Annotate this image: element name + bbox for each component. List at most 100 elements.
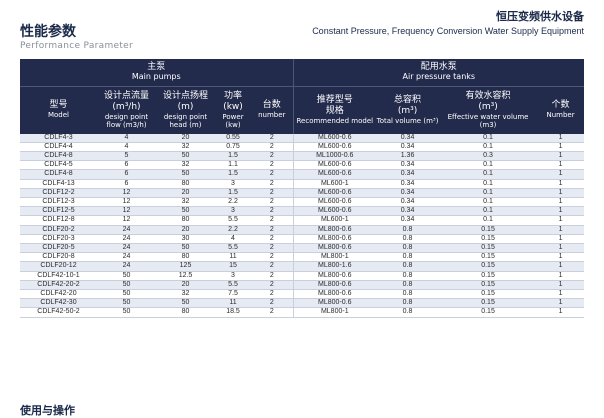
table-cell: 5 xyxy=(97,151,156,162)
table-cell: 12 xyxy=(97,197,156,208)
table-cell: CDLF4-13 xyxy=(20,179,97,189)
table-cell: ML800-1 xyxy=(293,252,377,263)
table-cell: 1 xyxy=(537,142,585,152)
table-row: CDLF4-13 6 80 3 2 ML600-1 0.34 0.1 1 xyxy=(20,179,585,189)
table-cell: 0.15 xyxy=(439,252,538,263)
table-cell: 50 xyxy=(156,243,215,254)
column-header: 型号 Model xyxy=(20,85,97,134)
table-cell: 2 xyxy=(251,206,294,217)
table-cell: 0.8 xyxy=(376,243,440,254)
group-header-air-tanks: 配用水泵 Air pressure tanks xyxy=(293,59,585,86)
table-cell: 0.15 xyxy=(439,307,538,318)
table-cell: CDLF42-10-1 xyxy=(20,271,97,281)
table-cell: 3 xyxy=(215,179,251,189)
table-cell: 2.2 xyxy=(215,197,251,208)
table-cell: 24 xyxy=(97,243,156,254)
table-cell: ML800-0.6 xyxy=(293,271,377,281)
table-cell: 20 xyxy=(156,225,215,235)
table-cell: 1 xyxy=(537,252,585,263)
table-cell: CDLF12-5 xyxy=(20,206,97,217)
table-cell: 0.34 xyxy=(376,197,440,208)
table-cell: 20 xyxy=(156,188,215,198)
table-cell: 1.5 xyxy=(215,169,251,180)
table-row: CDLF4-8 6 50 1.5 2 ML600-0.6 0.34 0.1 1 xyxy=(20,169,585,180)
table-cell: 0.34 xyxy=(376,179,440,189)
table-cell: 1 xyxy=(537,289,585,300)
table-cell: 1 xyxy=(537,160,585,171)
table-cell: ML800-0.6 xyxy=(293,225,377,235)
table-cell: 0.34 xyxy=(376,206,440,217)
performance-table: 主泵 Main pumps 配用水泵 Air pressure tanks 型号… xyxy=(20,59,585,318)
table-cell: 1 xyxy=(537,298,585,309)
table-cell: 0.34 xyxy=(376,142,440,152)
table-cell: 5.5 xyxy=(215,243,251,254)
table-cell: 2 xyxy=(251,188,294,198)
table-cell: 24 xyxy=(97,225,156,235)
table-cell: 32 xyxy=(156,289,215,300)
table-cell: 1 xyxy=(537,225,585,235)
table-cell: CDLF4-5 xyxy=(20,160,97,171)
table-cell: ML1000-0.6 xyxy=(293,151,377,162)
table-cell: 2 xyxy=(251,280,294,290)
table-cell: 24 xyxy=(97,234,156,244)
table-cell: 0.8 xyxy=(376,234,440,244)
table-cell: 80 xyxy=(156,252,215,263)
table-cell: 1 xyxy=(537,234,585,244)
table-cell: 11 xyxy=(215,252,251,263)
table-cell: 50 xyxy=(97,280,156,290)
table-cell: 0.15 xyxy=(439,234,538,244)
table-cell: 0.75 xyxy=(215,142,251,152)
table-cell: 20 xyxy=(156,133,215,143)
table-row: CDLF12-8 12 80 5.5 2 ML600-1 0.34 0.1 1 xyxy=(20,215,585,226)
table-cell: 0.15 xyxy=(439,261,538,272)
table-cell: 0.34 xyxy=(376,133,440,143)
table-cell: 50 xyxy=(156,169,215,180)
table-cell: 6 xyxy=(97,160,156,171)
column-header: 功率 (kw) Power (kw) xyxy=(215,85,251,134)
table-cell: 18.5 xyxy=(215,307,251,318)
table-cell: CDLF4-8 xyxy=(20,169,97,180)
table-cell: 0.55 xyxy=(215,133,251,143)
table-cell: 0.8 xyxy=(376,261,440,272)
table-cell: CDLF12-2 xyxy=(20,188,97,198)
table-cell: 50 xyxy=(156,298,215,309)
table-cell: 15 xyxy=(215,261,251,272)
table-cell: 12 xyxy=(97,206,156,217)
table-cell: 80 xyxy=(156,179,215,189)
table-cell: CDLF20-12 xyxy=(20,261,97,272)
table-cell: 0.15 xyxy=(439,289,538,300)
column-header: 设计点扬程 (m) design point head (m) xyxy=(156,85,215,134)
table-cell: 2 xyxy=(251,169,294,180)
table-cell: 80 xyxy=(156,307,215,318)
table-cell: 0.8 xyxy=(376,280,440,290)
page-title: 性能参数 xyxy=(20,24,76,40)
table-cell: 1.36 xyxy=(376,151,440,162)
table-cell: 0.1 xyxy=(439,188,538,198)
table-row: CDLF4-3 4 20 0.55 2 ML600-0.6 0.34 0.1 1 xyxy=(20,133,585,143)
table-cell: CDLF4-3 xyxy=(20,133,97,143)
table-cell: 0.1 xyxy=(439,169,538,180)
table-cell: 2 xyxy=(251,142,294,152)
table-cell: CDLF12-8 xyxy=(20,215,97,226)
table-row: CDLF4-5 6 32 1.1 2 ML600-0.6 0.34 0.1 1 xyxy=(20,160,585,171)
table-cell: 50 xyxy=(97,289,156,300)
table-cell: ML800-0.6 xyxy=(293,289,377,300)
table-cell: 0.15 xyxy=(439,298,538,309)
table-cell: 12 xyxy=(97,215,156,226)
table-cell: 2 xyxy=(251,215,294,226)
table-body: CDLF4-3 4 20 0.55 2 ML600-0.6 0.34 0.1 1 CDLF4-4 4… xyxy=(20,133,585,318)
column-header: 个数 Number xyxy=(537,85,585,134)
table-cell: 1 xyxy=(537,151,585,162)
column-header: 有效水容积 (m³) Effective water volume (m3) xyxy=(439,85,538,134)
table-cell: ML800-0.6 xyxy=(293,298,377,309)
table-cell: 3 xyxy=(215,206,251,217)
table-cell: CDLF12-3 xyxy=(20,197,97,208)
table-cell: 125 xyxy=(156,261,215,272)
table-cell: 2 xyxy=(251,179,294,189)
table-cell: 5.5 xyxy=(215,280,251,290)
table-cell: 0.8 xyxy=(376,298,440,309)
table-row: CDLF12-2 12 20 1.5 2 ML600-0.6 0.34 0.1 1 xyxy=(20,188,585,198)
table-cell: 2 xyxy=(251,252,294,263)
table-cell: CDLF20-8 xyxy=(20,252,97,263)
table-cell: ML600-0.6 xyxy=(293,197,377,208)
